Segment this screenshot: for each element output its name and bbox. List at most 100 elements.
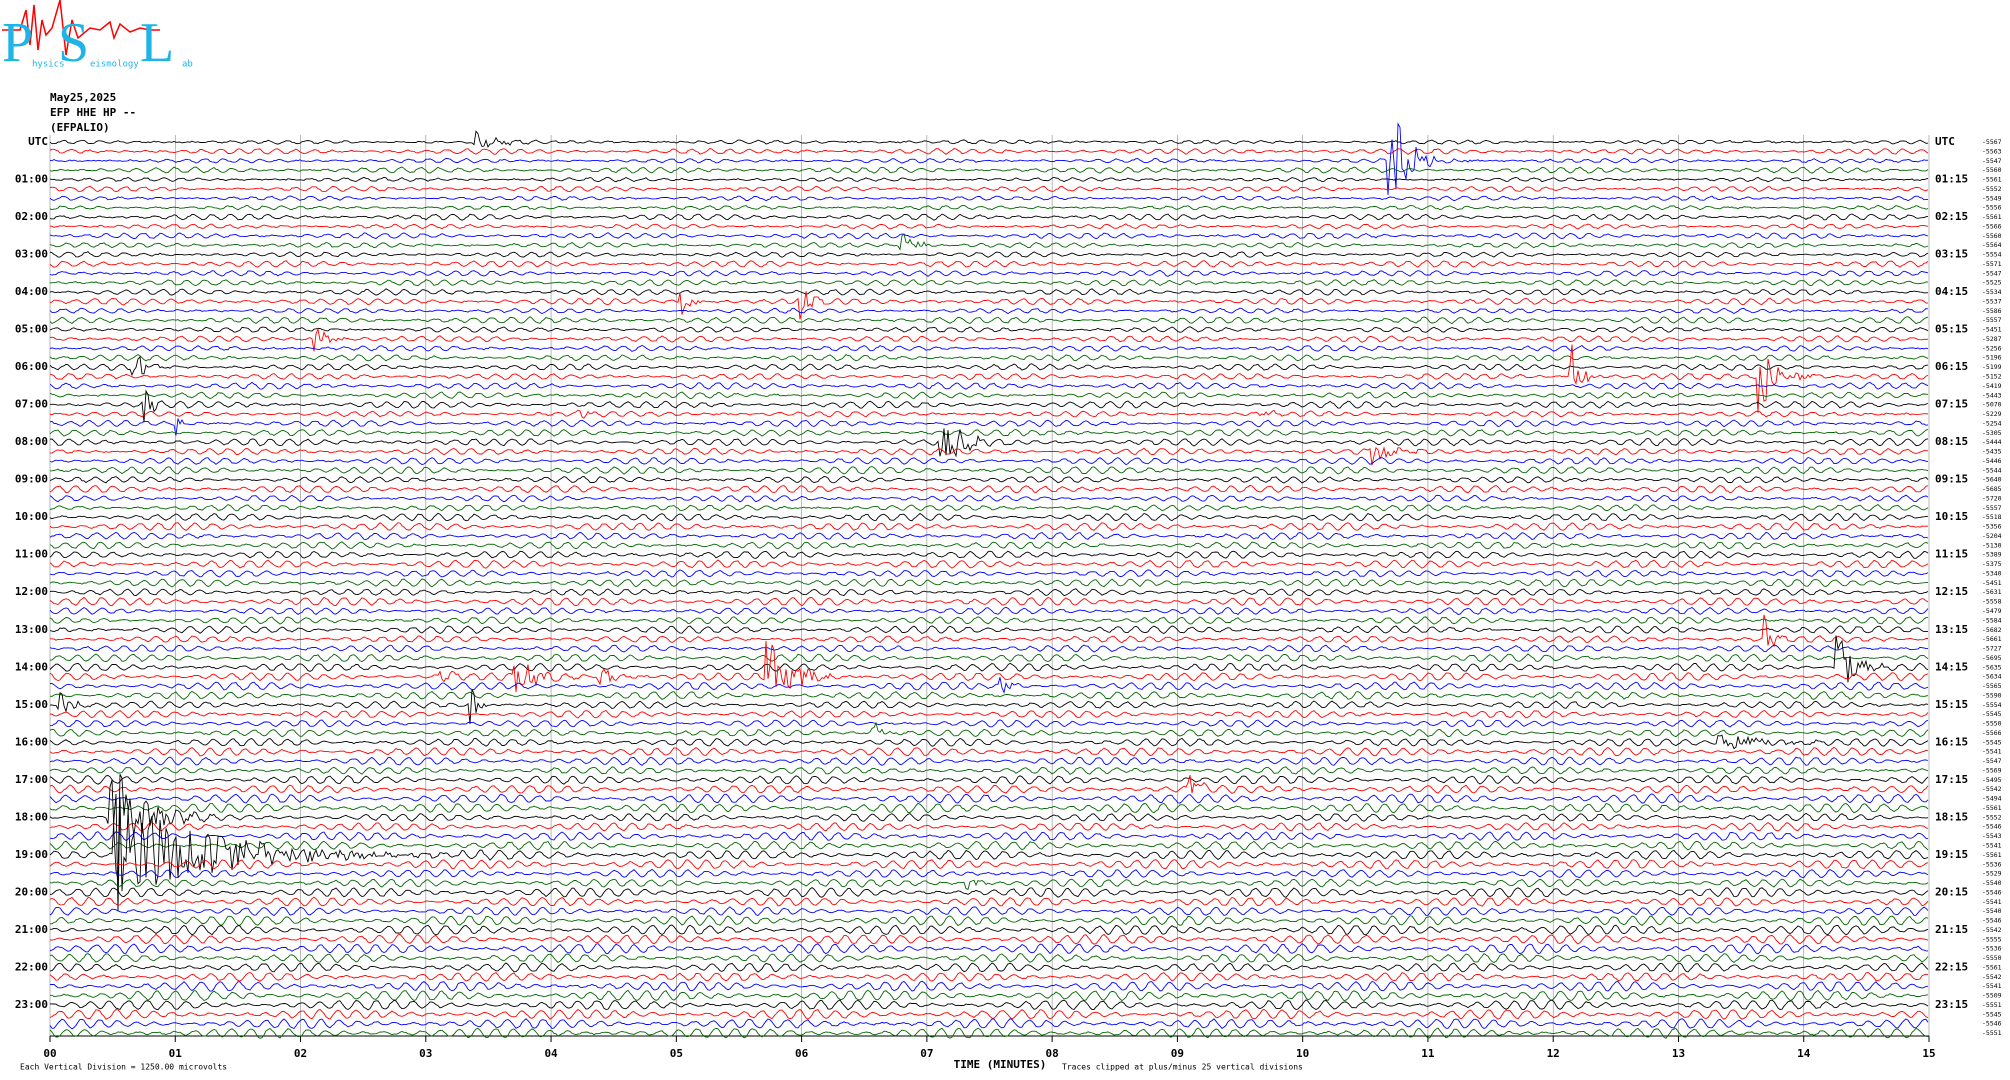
left-time-label: 02:00 [15, 210, 48, 223]
trace-offset: -5561 [1982, 213, 2002, 221]
trace [49, 980, 1929, 992]
trace [49, 166, 1929, 174]
trace-offset: -5375 [1982, 560, 2002, 568]
right-time-label: 22:15 [1935, 960, 1968, 973]
trace [49, 840, 1929, 851]
trace-offset: -5229 [1982, 410, 2002, 418]
trace [49, 260, 1929, 268]
trace-offset: -5720 [1982, 494, 2002, 502]
right-time-label: 11:15 [1935, 548, 1968, 561]
left-time-label: 10:00 [15, 510, 48, 523]
trace-offset: -5584 [1982, 616, 2002, 624]
trace [49, 933, 1929, 945]
right-time-label: 18:15 [1935, 810, 1968, 823]
trace [49, 147, 1929, 155]
trace-offset: -5451 [1982, 579, 2002, 587]
trace [49, 316, 1929, 325]
x-tick-label: 10 [1296, 1047, 1309, 1060]
trace-offset: -5566 [1982, 222, 2002, 230]
trace-offset: -5635 [1982, 663, 2002, 671]
left-time-label: 07:00 [15, 398, 48, 411]
trace [49, 677, 1929, 694]
trace [49, 1027, 1929, 1039]
trace [49, 766, 1929, 775]
trace [49, 456, 1929, 466]
scale-note: Each Vertical Division = 1250.00 microvo… [20, 1063, 227, 1072]
right-time-label: 16:15 [1935, 735, 1968, 748]
trace-offset: -5545 [1982, 1010, 2002, 1018]
trace [49, 195, 1928, 202]
trace [49, 756, 1929, 766]
trace-offset: -5551 [1982, 1001, 2002, 1009]
trace [49, 802, 1929, 814]
trace [49, 887, 1929, 898]
trace [49, 484, 1929, 494]
trace [49, 734, 1929, 750]
trace-offset: -5419 [1982, 382, 2002, 390]
trace-offset: -5545 [1982, 738, 2002, 746]
trace-offset: -5561 [1982, 176, 2002, 184]
trace-offset: -5287 [1982, 335, 2002, 343]
trace-offset: -5340 [1982, 569, 2002, 577]
trace-offset: -5525 [1982, 279, 2002, 287]
trace [49, 653, 1929, 663]
trace-offset: -5543 [1982, 832, 2002, 840]
trace-offset: -5557 [1982, 504, 2002, 512]
trace [49, 578, 1928, 588]
trace-offset: -5551 [1982, 1029, 2002, 1037]
trace-offset: -5682 [1982, 626, 2002, 634]
trace-offset: -5727 [1982, 645, 2002, 653]
trace [49, 428, 1929, 437]
trace [49, 344, 1929, 352]
trace-offset: -5685 [1982, 485, 2002, 493]
trace [49, 122, 1929, 195]
trace [49, 644, 1928, 653]
x-tick-label: 11 [1421, 1047, 1435, 1060]
trace [49, 689, 1929, 725]
trace-offset: -5554 [1982, 251, 2002, 259]
trace [49, 381, 1929, 390]
trace-offset: -5546 [1982, 823, 2002, 831]
trace-offset: -5557 [1982, 316, 2002, 324]
trace-offset: -5552 [1982, 813, 2002, 821]
trace [49, 746, 1929, 757]
x-tick-label: 15 [1922, 1047, 1935, 1060]
trace [49, 307, 1929, 315]
left-time-label: 20:00 [15, 885, 48, 898]
trace-offset: -5554 [1982, 701, 2002, 709]
trace [49, 418, 1929, 436]
trace [49, 176, 1929, 183]
trace-offset: -5254 [1982, 419, 2002, 427]
left-time-label: 04:00 [15, 285, 48, 298]
trace [49, 269, 1929, 277]
trace [49, 868, 1929, 879]
trace-offset: -5547 [1982, 157, 2002, 165]
trace [49, 504, 1929, 512]
trace [49, 793, 1929, 912]
right-time-label: 09:15 [1935, 473, 1968, 486]
trace [49, 1018, 1929, 1030]
trace [49, 793, 1929, 804]
trace-offset: -5661 [1982, 635, 2002, 643]
trace-offset: -5547 [1982, 757, 2002, 765]
right-time-label: 19:15 [1935, 848, 1968, 861]
left-time-label: 11:00 [15, 548, 48, 561]
x-axis-title: TIME (MINUTES) [954, 1058, 1047, 1071]
trace [49, 878, 1929, 891]
trace-offset: -5389 [1982, 551, 2002, 559]
left-time-label: 19:00 [15, 848, 48, 861]
trace [49, 569, 1929, 578]
trace-offset: -5555 [1982, 935, 2002, 943]
trace-offset: -5546 [1982, 888, 2002, 896]
clip-note: Traces clipped at plus/minus 25 vertical… [1062, 1063, 1303, 1072]
right-time-label: 13:15 [1935, 623, 1968, 636]
right-time-label: 12:15 [1935, 585, 1968, 598]
trace-offset: -5560 [1982, 232, 2002, 240]
trace [49, 327, 1929, 352]
trace-offset: -5518 [1982, 513, 2002, 521]
x-tick-label: 14 [1797, 1047, 1811, 1060]
trace-offset: -5443 [1982, 391, 2002, 399]
left-time-label: 13:00 [15, 623, 48, 636]
trace [49, 774, 1929, 880]
